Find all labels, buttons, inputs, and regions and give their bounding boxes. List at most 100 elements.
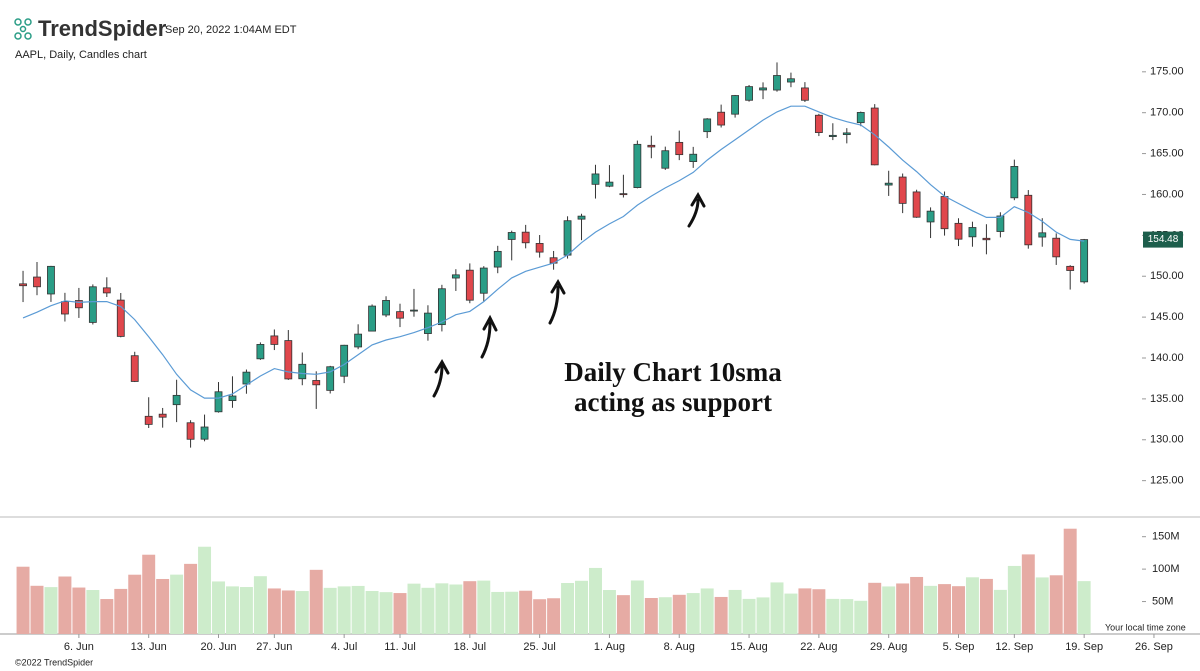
candle-body — [773, 75, 781, 91]
candle-body — [982, 237, 991, 241]
y-tick-label: 150.00 — [1150, 270, 1184, 282]
candle-body — [1052, 237, 1061, 258]
volume-bar — [686, 593, 700, 634]
candle-body — [102, 287, 111, 294]
volume-bar — [882, 586, 896, 634]
candle-body — [451, 274, 460, 279]
candle-body — [270, 335, 279, 345]
subtitle: AAPL, Daily, Candles chart — [15, 49, 147, 61]
volume-bar — [86, 590, 100, 634]
candle-body — [158, 413, 167, 418]
volume-bar — [993, 589, 1007, 634]
volume-tick-label: 50M — [1152, 595, 1173, 607]
candle-body — [479, 267, 488, 294]
volume-bar — [770, 582, 784, 634]
x-tick-label: 8. Aug — [664, 641, 695, 653]
volume-bar — [449, 584, 463, 634]
volume-bar — [128, 574, 142, 634]
x-tick-label: 18. Jul — [454, 641, 486, 653]
volume-bar — [435, 583, 449, 634]
candle-body — [144, 415, 153, 425]
volume-bar — [965, 577, 979, 634]
volume-bar — [519, 590, 533, 634]
volume-bar — [672, 594, 686, 634]
candle-body — [814, 114, 823, 133]
volume-bars — [16, 528, 1091, 634]
candle-body — [228, 395, 237, 401]
copyright: ©2022 TrendSpider — [15, 657, 93, 667]
logo-icon — [14, 18, 32, 40]
candle-body — [731, 95, 740, 115]
y-tick-label: 160.00 — [1150, 188, 1184, 200]
annotation: Daily Chart 10sma — [564, 357, 782, 387]
candle-body — [214, 391, 223, 413]
x-tick-label: 4. Jul — [331, 641, 357, 653]
volume-bar — [491, 591, 505, 634]
volume-bar — [1077, 581, 1091, 634]
volume-bar — [798, 588, 812, 634]
candle-body — [884, 182, 893, 186]
volume-bar — [658, 597, 672, 634]
candle-body — [1080, 239, 1089, 283]
volume-bar — [700, 588, 714, 634]
candle-body — [116, 299, 125, 337]
candle-body — [1024, 194, 1033, 246]
candle-body — [661, 150, 670, 169]
x-tick-label: 25. Jul — [523, 641, 555, 653]
volume-bar — [156, 578, 170, 634]
candle-body — [619, 193, 628, 196]
candles — [19, 62, 1089, 448]
volume-bar — [114, 588, 128, 634]
volume-bar — [588, 567, 602, 634]
volume-bar — [1021, 554, 1035, 634]
volume-bar — [337, 586, 351, 634]
candle-body — [535, 243, 544, 253]
volume-bar — [379, 592, 393, 634]
volume-bar — [1035, 577, 1049, 634]
volume-bar — [351, 585, 365, 634]
y-tick-label: 140.00 — [1150, 352, 1184, 364]
volume-bar — [58, 576, 72, 634]
candle-body — [605, 181, 614, 187]
candle-body — [745, 86, 753, 101]
volume-bar — [602, 590, 616, 634]
x-tick-label: 5. Sep — [943, 641, 975, 653]
x-tick-label: 15. Aug — [730, 641, 767, 653]
candle-body — [787, 78, 795, 83]
volume-bar — [184, 563, 198, 634]
volume-bar — [575, 580, 588, 634]
candle-body — [368, 305, 376, 332]
volume-bar — [561, 583, 575, 634]
volume-bar — [756, 597, 770, 634]
candle-body — [465, 269, 474, 301]
volume-bar — [1063, 528, 1077, 634]
volume-bar — [547, 598, 561, 634]
y-tick-label: 170.00 — [1150, 107, 1184, 119]
volume-bar — [212, 581, 225, 634]
volume-bar — [365, 590, 379, 634]
volume-bar — [267, 588, 281, 634]
candle-body — [256, 344, 265, 360]
volume-tick-label: 100M — [1152, 563, 1180, 575]
x-tick-label: 12. Sep — [995, 641, 1033, 653]
candle-body — [354, 333, 363, 348]
volume-bar — [784, 593, 798, 634]
candle-body — [563, 220, 572, 256]
candle-body — [689, 153, 698, 162]
volume-bar — [393, 593, 407, 634]
candle-body — [675, 141, 684, 156]
volume-bar — [979, 578, 993, 634]
candle-body — [717, 111, 726, 126]
candle-body — [493, 250, 502, 268]
candle-body — [759, 87, 767, 91]
volume-bar — [1007, 565, 1021, 634]
candle-body — [424, 312, 432, 334]
volume-bar — [198, 546, 212, 634]
candle-body — [382, 300, 390, 316]
candle-body — [186, 422, 195, 440]
candle-body — [312, 380, 321, 386]
candle-body — [507, 232, 516, 240]
candle-body — [940, 196, 949, 230]
volume-bar — [239, 587, 253, 634]
y-tick-label: 175.00 — [1150, 66, 1184, 78]
